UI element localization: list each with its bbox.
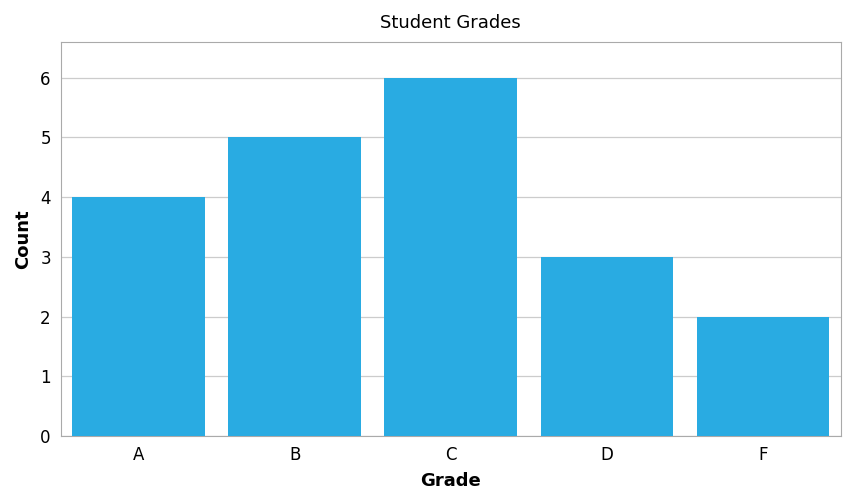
Title: Student Grades: Student Grades — [380, 14, 522, 32]
Y-axis label: Count: Count — [14, 209, 32, 269]
Bar — [697, 317, 829, 436]
Bar — [73, 197, 205, 436]
Bar — [228, 138, 361, 436]
X-axis label: Grade: Grade — [421, 472, 481, 490]
Bar — [385, 78, 517, 436]
Bar — [540, 257, 673, 436]
